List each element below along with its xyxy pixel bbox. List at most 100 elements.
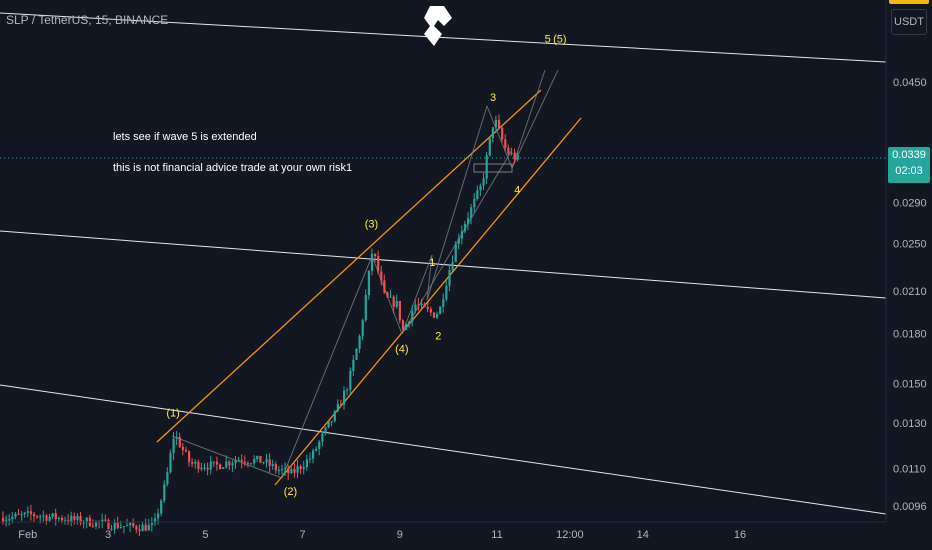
candle-body xyxy=(8,519,11,521)
candle-body xyxy=(107,519,110,529)
wave-label: 4 xyxy=(514,184,520,196)
candle-body xyxy=(318,441,321,449)
candle-body xyxy=(389,296,392,298)
candle-body xyxy=(265,459,268,463)
candle-body xyxy=(374,253,377,257)
candle-body xyxy=(175,437,178,439)
wave-label: (2) xyxy=(284,486,297,498)
candle-body xyxy=(293,469,296,473)
currency-unit-button[interactable]: USDT xyxy=(891,9,927,35)
candle-body xyxy=(64,520,67,522)
candle-body xyxy=(188,451,191,462)
candle-body xyxy=(110,528,113,530)
candle-body xyxy=(45,515,48,521)
candle-body xyxy=(222,467,225,469)
wave-label: (1) xyxy=(166,408,179,420)
candle-body xyxy=(163,484,166,501)
candle-body xyxy=(284,468,287,470)
y-tick-label: 0.0210 xyxy=(893,286,927,298)
wave-label: 5 xyxy=(545,33,551,45)
x-tick-label: 3 xyxy=(105,529,111,541)
candle-body xyxy=(231,463,234,466)
candle-body xyxy=(386,292,389,298)
x-tick-label: 12:00 xyxy=(556,529,584,541)
candle-body xyxy=(259,455,262,463)
candle-body xyxy=(364,294,367,321)
candle-body xyxy=(70,516,73,522)
candle-body xyxy=(253,458,256,464)
candle-body xyxy=(361,320,364,336)
candle-body xyxy=(448,270,451,286)
candle-body xyxy=(153,518,157,524)
wave-connector xyxy=(511,69,559,169)
candle-body xyxy=(2,517,5,523)
candle-body xyxy=(203,467,206,469)
candle-body xyxy=(237,459,240,461)
candle-body xyxy=(206,467,209,470)
candle-body xyxy=(460,231,463,239)
price-axis-panel xyxy=(886,0,932,550)
y-tick-label: 0.0290 xyxy=(893,198,927,210)
candle-body xyxy=(172,438,175,453)
candle-body xyxy=(234,460,237,464)
candle-body xyxy=(485,155,488,179)
x-tick-label: 5 xyxy=(202,529,208,541)
candle-body xyxy=(473,198,476,208)
candle-body xyxy=(494,119,498,128)
candle-body xyxy=(212,461,215,463)
candle-body xyxy=(126,525,129,527)
candle-body xyxy=(516,155,519,160)
candle-body xyxy=(20,514,23,516)
candle-body xyxy=(482,178,485,186)
candle-body xyxy=(405,323,408,330)
candle-body xyxy=(507,148,510,154)
candle-body xyxy=(200,467,203,470)
candle-body xyxy=(401,320,405,330)
candle-body xyxy=(209,461,212,470)
candle-body xyxy=(42,515,45,517)
candle-body xyxy=(277,469,281,471)
candle-body xyxy=(184,449,188,452)
channel-lower xyxy=(274,117,582,486)
candle-body xyxy=(181,446,184,450)
wave-label: (3) xyxy=(365,218,378,230)
candle-body xyxy=(67,520,70,522)
candle-body xyxy=(327,421,330,428)
candle-body xyxy=(454,244,457,263)
candle-body xyxy=(39,516,42,518)
candle-body xyxy=(417,304,420,306)
candle-body xyxy=(442,299,445,307)
range-box xyxy=(473,163,513,173)
current-price-badge: 0.0339 02:03 xyxy=(888,147,930,183)
candle-body xyxy=(250,463,253,465)
candle-body xyxy=(271,464,274,466)
candle-body xyxy=(395,300,398,307)
candle-body xyxy=(432,312,436,318)
candle-body xyxy=(504,139,507,149)
candle-body xyxy=(423,303,426,307)
y-tick-label: 0.0096 xyxy=(893,501,927,513)
annotation-note-2[interactable]: this is not financial advice trade at yo… xyxy=(113,162,353,174)
candle-body xyxy=(439,306,442,314)
candle-body xyxy=(414,304,417,311)
candle-body xyxy=(274,464,277,471)
candle-body xyxy=(135,526,138,530)
candle-body xyxy=(513,152,516,160)
candle-body xyxy=(160,500,163,514)
candle-body xyxy=(367,270,370,295)
candle-body xyxy=(510,152,513,154)
candle-body xyxy=(467,218,470,225)
candle-body xyxy=(119,526,122,528)
current-price-value: 0.0339 xyxy=(892,149,926,161)
candle-body xyxy=(287,468,290,474)
annotation-note-1[interactable]: lets see if wave 5 is extended xyxy=(113,131,257,143)
candle-body xyxy=(85,517,88,523)
wave-connector xyxy=(171,435,283,479)
candle-body xyxy=(262,462,265,464)
candle-body xyxy=(138,529,141,532)
y-tick-label: 0.0180 xyxy=(893,328,927,340)
candle-body xyxy=(321,433,324,442)
candle-body xyxy=(352,359,355,371)
